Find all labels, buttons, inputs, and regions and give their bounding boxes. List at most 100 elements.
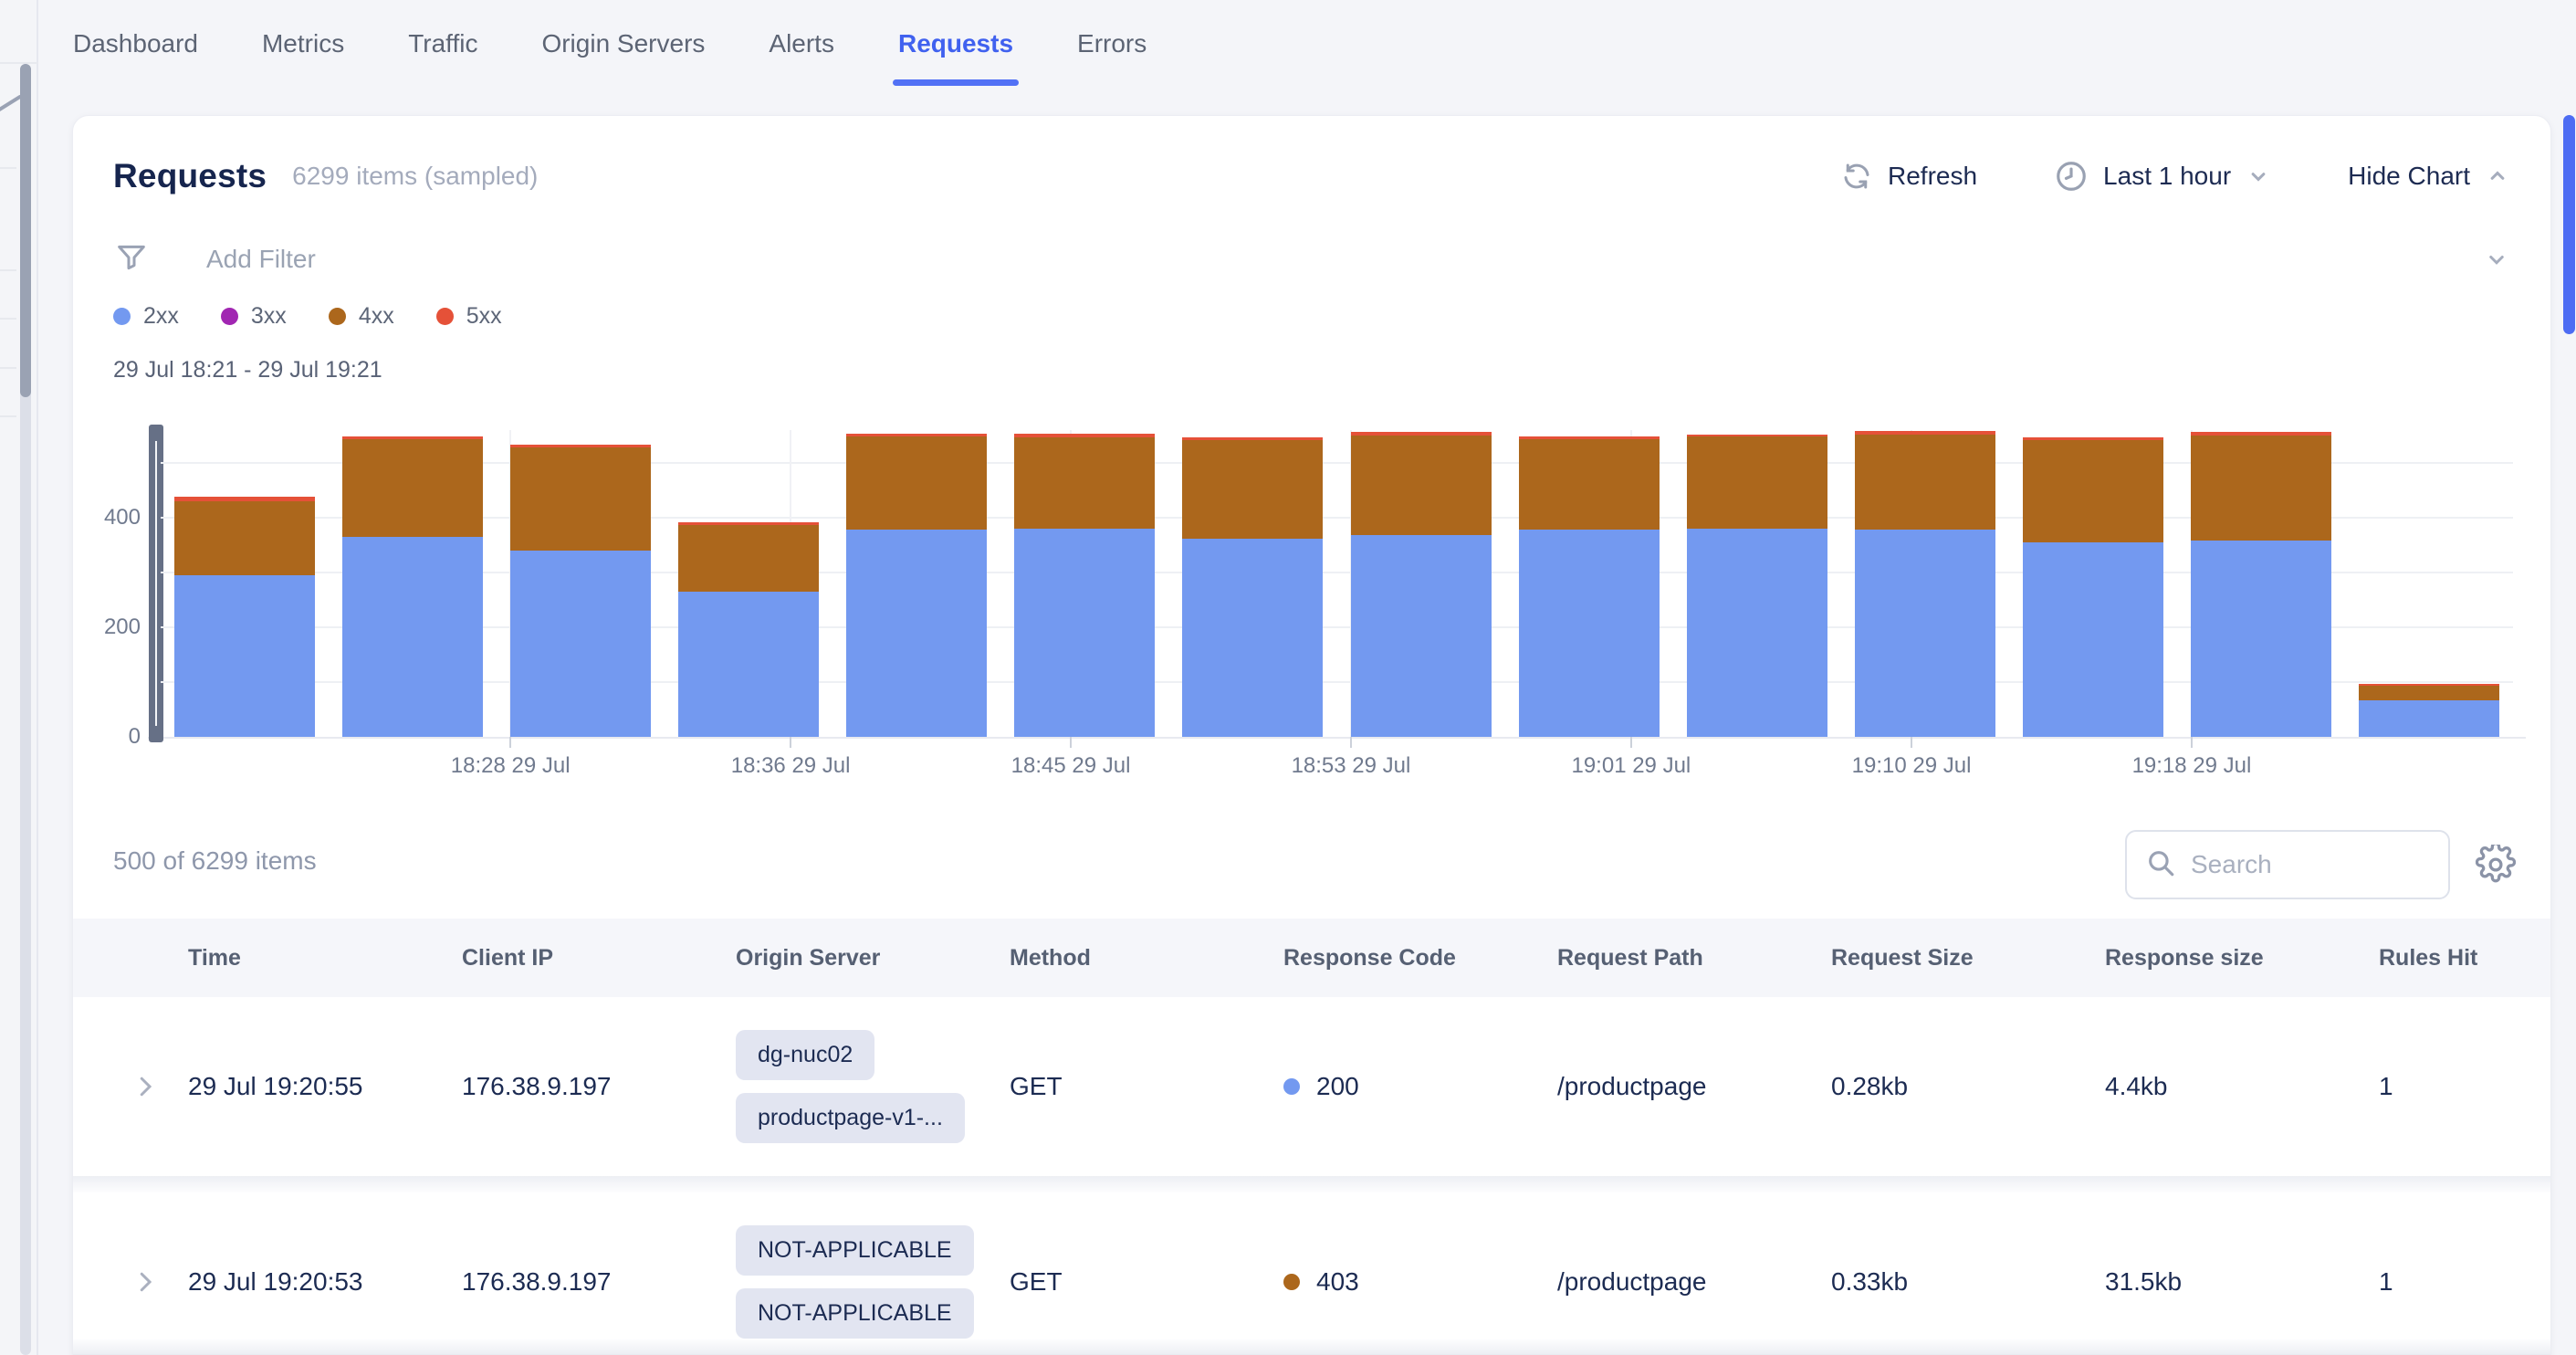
- filter-collapse-chevron-icon[interactable]: [2483, 246, 2510, 273]
- cell-method: GET: [1010, 1072, 1283, 1101]
- chart-bar-5xx[interactable]: [2359, 684, 2499, 686]
- chart-bar-2xx[interactable]: [342, 537, 483, 737]
- column-header-response-code: Response Code: [1283, 945, 1557, 972]
- chart-bar-5xx[interactable]: [1014, 434, 1155, 438]
- tab-requests[interactable]: Requests: [898, 0, 1013, 88]
- tab-metrics[interactable]: Metrics: [262, 0, 344, 88]
- chart-bar-4xx[interactable]: [1182, 440, 1323, 539]
- chart-bar-2xx[interactable]: [1519, 530, 1660, 737]
- chart-bar-2xx[interactable]: [2023, 542, 2163, 737]
- hide-chart-toggle[interactable]: Hide Chart: [2348, 162, 2510, 191]
- cell-method: GET: [1010, 1267, 1283, 1297]
- chart-bar-4xx[interactable]: [2359, 686, 2499, 700]
- chart-bar-5xx[interactable]: [1519, 436, 1660, 439]
- legend-item-4xx[interactable]: 4xx: [329, 303, 394, 330]
- tab-origin-servers[interactable]: Origin Servers: [541, 0, 705, 88]
- tab-errors[interactable]: Errors: [1077, 0, 1147, 88]
- chart-bar-2xx[interactable]: [2359, 700, 2499, 737]
- legend-item-3xx[interactable]: 3xx: [221, 303, 287, 330]
- axis-tick: [1070, 737, 1072, 748]
- divider: [0, 415, 16, 417]
- chart-bar-4xx[interactable]: [846, 436, 987, 530]
- axis-tick: [509, 737, 511, 748]
- response-code-value: 403: [1316, 1267, 1359, 1297]
- response-code-value: 200: [1316, 1072, 1359, 1101]
- chart-bar-5xx[interactable]: [1351, 432, 1492, 436]
- filter-bar[interactable]: Add Filter: [113, 235, 2510, 284]
- gear-icon[interactable]: [2476, 845, 2516, 889]
- chart-brush-handle-left[interactable]: [149, 425, 163, 742]
- chart-legend: 2xx 3xx 4xx 5xx: [113, 303, 502, 330]
- axis-tick: [1350, 737, 1352, 748]
- chart-bar-2xx[interactable]: [846, 530, 987, 737]
- chart-bar-5xx[interactable]: [1687, 435, 1827, 436]
- chart-bar-2xx[interactable]: [1687, 529, 1827, 737]
- chart-bar-4xx[interactable]: [1014, 437, 1155, 529]
- chart-bar-4xx[interactable]: [1855, 435, 1995, 530]
- side-scrollbar-thumb[interactable]: [20, 64, 31, 397]
- column-header-rules-hit: Rules Hit: [2379, 945, 2550, 972]
- search-input[interactable]: [2191, 850, 2430, 879]
- chart-bar-5xx[interactable]: [846, 434, 987, 437]
- collapse-chevron-icon[interactable]: [0, 94, 22, 113]
- cell-time: 29 Jul 19:20:55: [188, 1072, 462, 1101]
- chart-bar-5xx[interactable]: [342, 436, 483, 440]
- chart-bar-2xx[interactable]: [678, 592, 819, 737]
- items-count-label: 6299 items (sampled): [292, 162, 538, 191]
- chart-bar-2xx[interactable]: [1855, 530, 1995, 737]
- chart-bar-4xx[interactable]: [2191, 436, 2331, 541]
- chart-bar-5xx[interactable]: [678, 522, 819, 525]
- chart-bar-5xx[interactable]: [174, 497, 315, 501]
- chart-bar-2xx[interactable]: [174, 575, 315, 737]
- origin-server-badge: productpage-v1-...: [736, 1093, 965, 1143]
- tab-dashboard[interactable]: Dashboard: [73, 0, 198, 88]
- chart-bar-2xx[interactable]: [1351, 535, 1492, 737]
- axis-tick: [1630, 737, 1632, 748]
- chart-bar-4xx[interactable]: [1519, 439, 1660, 530]
- chart-bar-4xx[interactable]: [174, 501, 315, 575]
- tab-alerts[interactable]: Alerts: [769, 0, 834, 88]
- page-scrollbar-thumb[interactable]: [2563, 115, 2575, 334]
- cell-client-ip: 176.38.9.197: [462, 1267, 736, 1297]
- chart-bar-4xx[interactable]: [342, 439, 483, 537]
- tab-traffic[interactable]: Traffic: [408, 0, 477, 88]
- legend-item-2xx[interactable]: 2xx: [113, 303, 179, 330]
- chart-bar-5xx[interactable]: [2023, 437, 2163, 440]
- cell-origin-server: NOT-APPLICABLE NOT-APPLICABLE: [736, 1225, 1010, 1339]
- chart-bar-5xx[interactable]: [1855, 431, 1995, 435]
- row-expand-button[interactable]: [73, 1073, 188, 1100]
- chart-bar-4xx[interactable]: [1351, 436, 1492, 535]
- cell-client-ip: 176.38.9.197: [462, 1072, 736, 1101]
- row-expand-button[interactable]: [73, 1268, 188, 1296]
- x-axis-label: 18:45 29 Jul: [1011, 753, 1131, 779]
- column-header-time: Time: [188, 945, 462, 972]
- table-header-row: Time Client IP Origin Server Method Resp…: [73, 919, 2550, 997]
- x-axis-label: 18:36 29 Jul: [731, 753, 851, 779]
- chart-bar-5xx[interactable]: [1182, 437, 1323, 440]
- chart-bar-2xx[interactable]: [2191, 541, 2331, 737]
- table-row[interactable]: 29 Jul 19:20:55 176.38.9.197 dg-nuc02 pr…: [73, 997, 2550, 1176]
- chart-bar-2xx[interactable]: [1182, 539, 1323, 737]
- table-row[interactable]: 29 Jul 19:20:53 176.38.9.197 NOT-APPLICA…: [73, 1192, 2550, 1355]
- status-dot: [1283, 1078, 1300, 1095]
- chart-bar-2xx[interactable]: [510, 551, 651, 737]
- y-axis-label: 0: [129, 724, 141, 750]
- requests-panel: Requests 6299 items (sampled) Refresh: [72, 115, 2551, 1355]
- refresh-button[interactable]: Refresh: [1840, 160, 1977, 193]
- chart-bar-4xx[interactable]: [1687, 436, 1827, 529]
- cell-response-code: 403: [1283, 1267, 1557, 1297]
- legend-item-5xx[interactable]: 5xx: [436, 303, 502, 330]
- chart-bar-5xx[interactable]: [2191, 432, 2331, 436]
- page-title: Requests: [113, 157, 267, 195]
- time-range-label: Last 1 hour: [2103, 162, 2231, 191]
- collapsed-side-panel: [0, 0, 38, 1355]
- axis-tick: [790, 737, 791, 748]
- time-range-selector[interactable]: Last 1 hour: [2054, 159, 2271, 194]
- chevron-right-icon: [131, 1268, 159, 1296]
- chart-bar-4xx[interactable]: [2023, 440, 2163, 542]
- chart-bar-4xx[interactable]: [678, 525, 819, 592]
- x-axis-label: 18:28 29 Jul: [451, 753, 571, 779]
- chart-bar-5xx[interactable]: [510, 445, 651, 447]
- chart-bar-2xx[interactable]: [1014, 529, 1155, 737]
- chart-bar-4xx[interactable]: [510, 447, 651, 551]
